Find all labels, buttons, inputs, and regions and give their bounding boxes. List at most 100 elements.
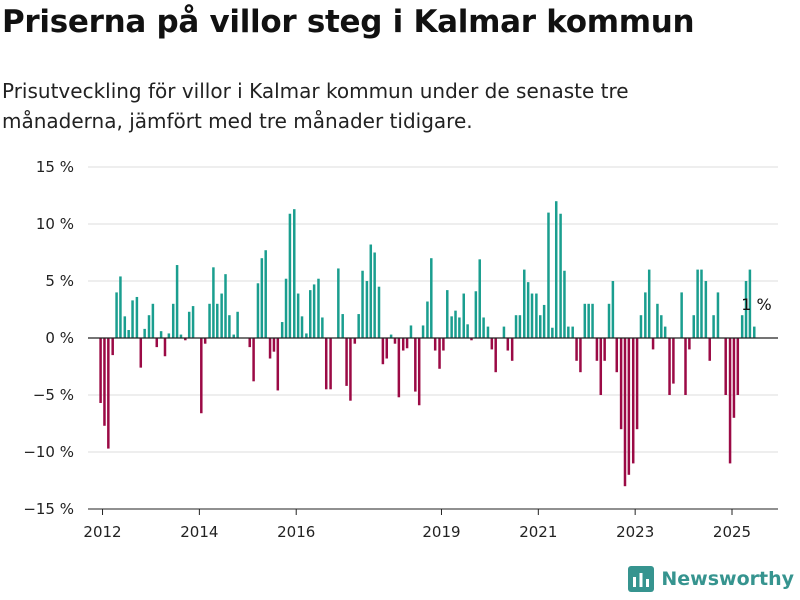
bar <box>551 327 554 338</box>
bar <box>539 315 542 338</box>
bar <box>591 303 594 338</box>
bar <box>228 315 231 338</box>
bar <box>716 292 720 338</box>
bar <box>293 209 296 338</box>
bar <box>684 338 687 395</box>
bar <box>712 315 715 338</box>
bar <box>696 269 699 338</box>
bar <box>438 338 441 369</box>
bar <box>357 314 360 338</box>
bar <box>280 322 284 338</box>
bar <box>300 316 304 338</box>
bar <box>179 334 183 338</box>
bar <box>619 338 623 430</box>
bar <box>579 338 582 373</box>
bar <box>523 269 526 338</box>
bar <box>611 281 615 338</box>
y-tick-label: 5 % <box>45 272 74 290</box>
bar <box>224 274 227 338</box>
bar <box>401 338 405 351</box>
bar <box>405 338 409 349</box>
bar <box>563 270 566 338</box>
bar <box>615 338 619 373</box>
bar <box>587 303 590 338</box>
bar <box>208 303 211 338</box>
bar <box>107 338 110 449</box>
bar <box>535 293 538 338</box>
bar <box>232 334 235 338</box>
bar <box>175 265 179 338</box>
bar <box>644 292 647 338</box>
y-tick-label: −5 % <box>33 386 74 404</box>
bar <box>349 338 352 401</box>
bar <box>329 338 332 390</box>
x-tick-label: 2016 <box>277 523 315 541</box>
bar <box>151 303 155 338</box>
bar <box>288 213 292 338</box>
bar <box>442 338 445 351</box>
bar <box>732 338 736 418</box>
bar <box>692 315 695 338</box>
bar <box>324 338 328 390</box>
bar <box>426 301 429 338</box>
bar <box>127 330 130 338</box>
bar <box>639 315 643 338</box>
bar <box>341 314 344 338</box>
bar <box>248 338 251 348</box>
bar <box>312 284 316 338</box>
bar <box>631 338 635 464</box>
bar <box>167 333 171 338</box>
bar <box>450 316 453 338</box>
x-tick-label: 2012 <box>83 523 121 541</box>
bar <box>135 296 139 338</box>
bar <box>397 338 401 398</box>
bar <box>454 310 457 338</box>
bar <box>708 338 711 361</box>
bar <box>272 338 276 352</box>
bar <box>143 328 146 338</box>
bar <box>187 311 191 338</box>
bar <box>458 317 461 338</box>
bar <box>220 293 223 338</box>
x-tick-label: 2019 <box>422 523 460 541</box>
bar <box>744 281 748 338</box>
bar <box>409 325 413 338</box>
bar <box>163 338 167 357</box>
chart-subtitle: Prisutveckling för villor i Kalmar kommu… <box>2 79 629 133</box>
bar <box>700 269 703 338</box>
bar <box>571 326 574 338</box>
bar <box>740 315 744 338</box>
bar <box>474 291 478 338</box>
bar <box>506 338 510 351</box>
bar <box>256 283 260 338</box>
bar <box>607 303 611 338</box>
bar <box>296 293 300 338</box>
last-value-annotation: 1 % <box>741 295 771 314</box>
bar <box>236 311 239 338</box>
bar <box>309 290 312 338</box>
page-title: Priserna på villor steg i Kalmar kommun <box>2 4 695 40</box>
bar <box>430 258 433 338</box>
y-tick-label: 15 % <box>36 158 74 176</box>
brand-name: Newsworthy <box>661 568 794 590</box>
bar <box>502 326 506 338</box>
bar <box>317 278 320 338</box>
bar <box>276 338 280 391</box>
bar <box>119 276 122 338</box>
bar <box>433 338 437 351</box>
bar <box>139 338 143 368</box>
bar <box>559 213 562 338</box>
x-tick-label: 2014 <box>180 523 218 541</box>
axes: 15 % 10 % 5 % 0 % −5 % −10 % −15 % 2012 2014 2016… <box>23 158 778 541</box>
bar <box>627 338 631 475</box>
annotations: 1 % <box>741 295 771 314</box>
bar <box>203 338 207 344</box>
bar <box>131 300 134 338</box>
bar <box>635 338 639 430</box>
bar <box>147 315 151 338</box>
bar <box>373 252 376 338</box>
bar <box>583 303 587 338</box>
bar <box>361 270 364 338</box>
bar <box>656 303 659 338</box>
